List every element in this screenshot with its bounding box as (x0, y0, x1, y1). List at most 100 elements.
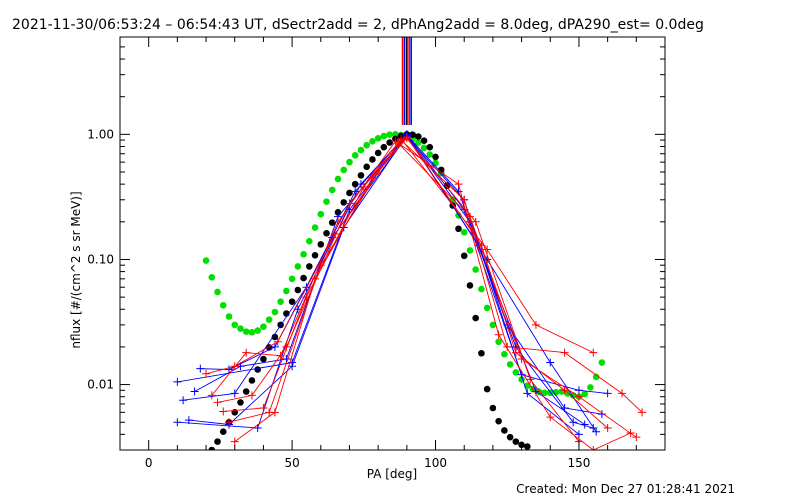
series-13-point-5 (471, 217, 480, 226)
series-0-dot-32 (386, 131, 393, 138)
series-0-dot-33 (392, 131, 399, 138)
series-6-point-6 (546, 358, 555, 367)
series-1-dot-45 (466, 282, 474, 289)
series-7-point-6 (523, 389, 532, 398)
series-1-dot-8 (254, 366, 261, 373)
series-1-dot-25 (351, 180, 359, 188)
x-tick-label-50: 50 (284, 456, 299, 470)
series-11-point-4 (391, 137, 400, 146)
series-1-dot-21 (328, 219, 336, 226)
series-0-dot-66 (581, 390, 588, 398)
y-tick-label-2: 1.00 (87, 127, 114, 141)
created-timestamp: Created: Mon Dec 27 01:28:41 2021 (516, 482, 735, 496)
series-1-dot-11 (271, 333, 279, 341)
series-1-dot-44 (460, 252, 468, 260)
series-13-point-4 (402, 134, 411, 143)
series-0-dot-51 (495, 338, 502, 346)
series-1-dot-47 (478, 349, 485, 357)
series-0-dot-45 (460, 228, 468, 236)
series-1-dot-14 (288, 298, 296, 305)
series-1-dot-5 (237, 399, 244, 406)
series-1-dot-0 (208, 446, 216, 450)
series-0-dot-48 (478, 285, 485, 293)
series-8-point-9 (638, 408, 647, 417)
series-11-point-6 (494, 330, 503, 339)
series-10-point-8 (603, 423, 612, 432)
series-line-3 (183, 134, 602, 415)
series-1-dot-37 (420, 137, 428, 144)
series-0-dot-68 (592, 373, 600, 381)
series-12-point-1 (259, 403, 268, 412)
series-0-dot-2 (214, 288, 221, 296)
chart-title: 2021-11-30/06:53:24 – 06:54:43 UT, dSect… (12, 17, 704, 33)
series-1-dot-52 (506, 433, 514, 441)
series-0-dot-17 (300, 250, 307, 258)
x-tick-label-100: 100 (424, 456, 447, 470)
series-1-dot-54 (518, 441, 525, 449)
series-1-dot-51 (501, 427, 508, 434)
series-0-dot-23 (334, 175, 342, 183)
series-8-point-6 (503, 342, 512, 351)
series-4-point-2 (288, 362, 297, 371)
series-0-dot-6 (237, 325, 244, 332)
series-0-dot-38 (420, 144, 428, 152)
series-1-dot-9 (260, 355, 267, 363)
series-0-dot-29 (369, 138, 376, 145)
series-9-point-8 (632, 433, 641, 442)
series-13-point-6 (526, 375, 535, 384)
series-8-point-5 (460, 195, 469, 204)
y-axis-label: nflux [#/(cm^2 s sr MeV)] (69, 191, 83, 348)
series-7-point-7 (574, 430, 583, 439)
series-0-dot-3 (219, 302, 227, 309)
x-tick-label-150: 150 (567, 456, 590, 470)
series-0-dot-15 (288, 275, 296, 283)
series-0-dot-21 (323, 198, 330, 205)
series-7-point-1 (225, 365, 233, 374)
series-13-point-1 (270, 408, 279, 417)
series-1-dot-49 (489, 404, 497, 412)
series-11-point-8 (589, 446, 598, 450)
series-7-point-2 (270, 342, 279, 351)
series-0-dot-37 (415, 139, 422, 146)
series-6-point-0 (173, 418, 182, 427)
series-0-dot-9 (254, 327, 261, 334)
series-1-dot-24 (346, 189, 353, 197)
series-3-point-0 (179, 396, 188, 405)
series-1-dot-1 (214, 438, 221, 445)
series-11-point-5 (454, 180, 463, 189)
series-1-dot-7 (248, 377, 256, 384)
series-12-point-0 (219, 407, 228, 416)
series-4-point-7 (569, 418, 578, 427)
series-0-dot-27 (357, 146, 365, 154)
series-0-dot-26 (351, 152, 359, 159)
chart-axes: 0 50 100 150 0.01 0.10 1.00 (87, 36, 665, 470)
x-axis-label: PA [deg] (367, 467, 417, 481)
series-10-point-6 (511, 348, 520, 357)
series-1-dot-18 (311, 251, 319, 259)
series-8-point-8 (617, 389, 626, 398)
series-0-dot-53 (506, 361, 514, 368)
series-5-point-2 (282, 355, 291, 364)
y-tick-label-0: 0.01 (87, 378, 114, 392)
series-1-dot-2 (219, 428, 227, 436)
series-line-13 (234, 137, 580, 442)
series-1-dot-55 (524, 443, 531, 450)
series-0-dot-49 (483, 304, 491, 312)
series-1-dot-43 (455, 225, 462, 233)
series-13-point-2 (311, 274, 320, 283)
plot-frame (119, 36, 666, 451)
series-0-dot-59 (541, 389, 548, 397)
series-line-2 (177, 133, 608, 394)
series-9-point-0 (213, 398, 222, 407)
series-10-point-0 (225, 418, 233, 427)
series-12-point-5 (483, 245, 492, 254)
series-1-dot-36 (415, 133, 422, 140)
series-12-point-3 (359, 182, 368, 191)
series-0-dot-50 (489, 321, 497, 329)
series-0-dot-47 (472, 266, 479, 273)
series-2-point-0 (173, 377, 182, 386)
series-0-dot-30 (374, 134, 382, 142)
series-8-point-7 (560, 348, 569, 357)
series-1-dot-50 (495, 417, 502, 425)
